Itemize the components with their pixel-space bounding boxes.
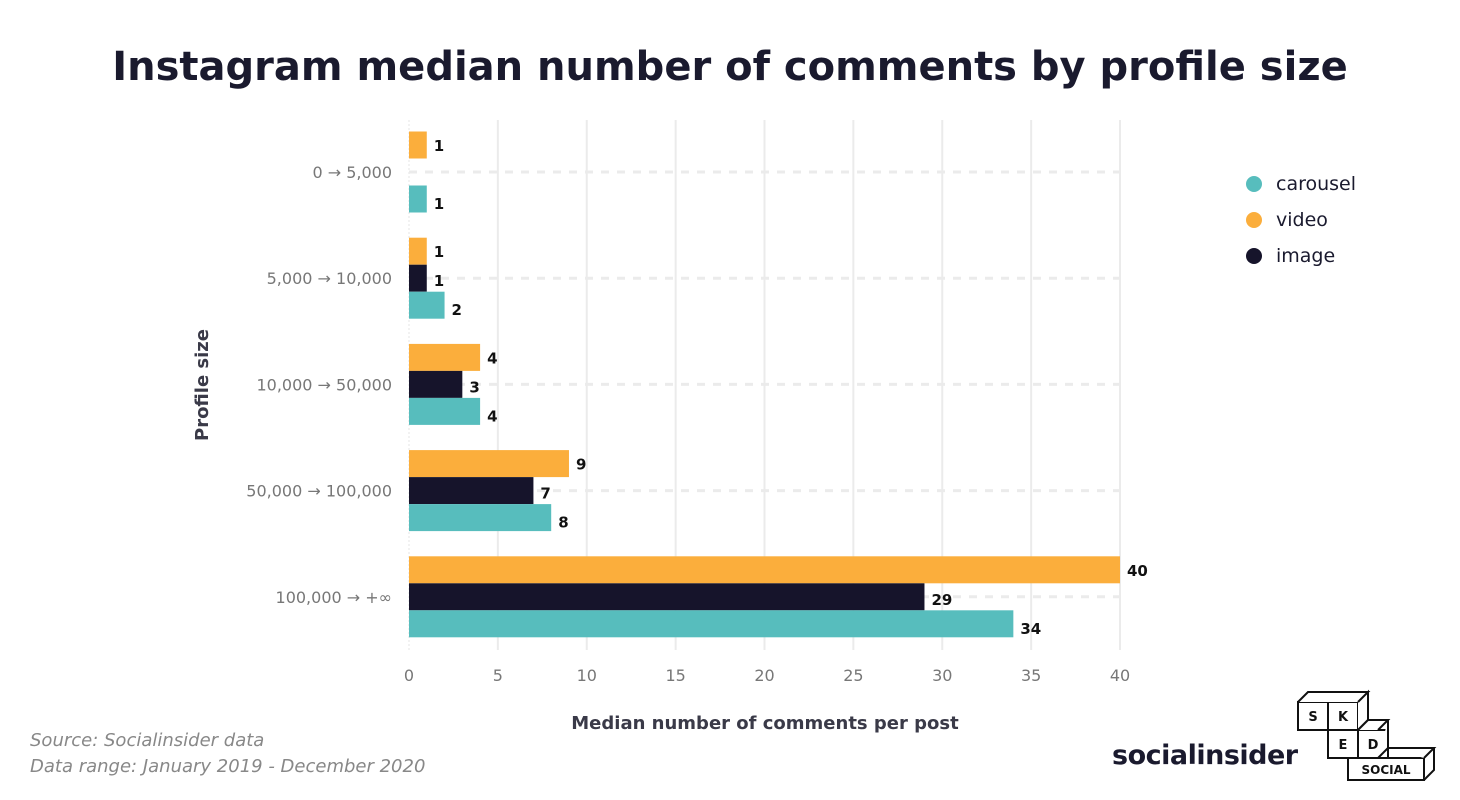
bar-carousel: [409, 291, 445, 319]
data-label: 2: [452, 301, 462, 319]
x-tick-label: 30: [932, 666, 952, 685]
y-tick-label: 5,000 → 10,000: [267, 269, 392, 288]
data-label: 34: [1020, 620, 1041, 638]
data-range-note: Data range: January 2019 - December 2020: [30, 756, 426, 777]
chart-title: Instagram median number of comments by p…: [112, 44, 1348, 90]
x-tick-label: 35: [1021, 666, 1041, 685]
logo-letter: E: [1339, 738, 1348, 753]
y-axis-label: Profile size: [192, 329, 213, 441]
legend-label: image: [1276, 245, 1336, 267]
video-dot-icon: [1246, 212, 1262, 228]
y-tick-label: 100,000 → +∞: [276, 588, 392, 607]
logo-letter: D: [1368, 738, 1379, 753]
data-label: 7: [540, 485, 550, 503]
bar-image: [409, 583, 925, 611]
data-label: 4: [487, 349, 497, 367]
x-tick-label: 5: [493, 666, 503, 685]
x-tick-label: 0: [404, 666, 414, 685]
x-tick-label: 25: [843, 666, 863, 685]
legend-label: video: [1276, 209, 1328, 231]
y-tick-label: 10,000 → 50,000: [256, 375, 392, 394]
bar-video: [409, 237, 427, 265]
data-label: 1: [434, 243, 444, 261]
bar-image: [409, 477, 534, 505]
source-note: Source: Socialinsider data: [30, 730, 265, 751]
y-tick-label: 50,000 → 100,000: [246, 482, 392, 501]
socialinsider-logo: socialinsider: [1112, 740, 1298, 771]
y-tick-label: 0 → 5,000: [312, 163, 392, 182]
x-tick-label: 20: [754, 666, 774, 685]
data-label: 29: [931, 591, 952, 609]
carousel-dot-icon: [1246, 176, 1262, 192]
data-label: 1: [434, 137, 444, 155]
x-tick-label: 15: [665, 666, 685, 685]
sked-social-logo: S K E D SOCIAL: [1297, 689, 1437, 781]
x-tick-label: 40: [1110, 666, 1130, 685]
legend-item-image: image: [1246, 238, 1356, 274]
bar-image: [409, 264, 427, 292]
logo-letter: SOCIAL: [1361, 763, 1410, 777]
legend-item-video: video: [1246, 202, 1356, 238]
image-dot-icon: [1246, 248, 1262, 264]
logo-letter: K: [1338, 710, 1349, 725]
data-label: 40: [1127, 562, 1148, 580]
data-label: 1: [434, 272, 444, 290]
bar-image: [409, 370, 463, 398]
x-axis-label: Median number of comments per post: [571, 713, 959, 734]
legend-label: carousel: [1276, 173, 1357, 195]
legend: carousel video image: [1246, 166, 1356, 274]
data-label: 1: [434, 195, 444, 213]
bar-video: [409, 131, 427, 159]
data-label: 8: [558, 514, 568, 532]
bar-video: [409, 343, 481, 371]
x-tick-label: 10: [577, 666, 597, 685]
data-label: 4: [487, 407, 497, 425]
data-label: 3: [469, 378, 479, 396]
legend-item-carousel: carousel: [1246, 166, 1356, 202]
bar-carousel: [409, 610, 1014, 638]
bar-video: [409, 450, 569, 478]
data-label: 9: [576, 456, 586, 474]
bar-carousel: [409, 397, 481, 425]
bar-carousel: [409, 185, 427, 213]
bar-video: [409, 556, 1120, 584]
bar-carousel: [409, 504, 552, 532]
logo-letter: S: [1308, 710, 1317, 725]
